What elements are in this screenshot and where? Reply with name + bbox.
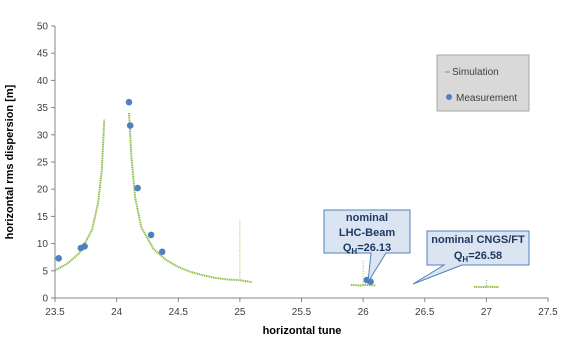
y-tick-label: 50 [37,22,49,33]
x-tick-label: 26.5 [415,307,435,318]
callout-lhc-q-value: =26.13 [357,242,391,254]
callout-cngs-ft: nominal CNGS/FT QH=26.58 [412,230,530,285]
legend-simulation-label: Simulation [452,67,499,78]
y-axis-ticks: 0 5 10 15 20 25 30 35 40 45 50 [37,22,55,305]
x-tick-label: 27 [481,307,493,318]
legend: Simulation Measurement [436,54,530,112]
y-tick-label: 15 [37,212,49,223]
x-tick-label: 23.5 [45,307,65,318]
callout-cngs-q-value: =26.58 [468,250,502,262]
callout-lhc-beam: nominal LHC-Beam QH=26.13 [323,209,411,283]
measurement-point [147,231,155,239]
y-tick-label: 0 [42,294,48,305]
simulation-line-segment [54,119,106,272]
callout-lhc-q-main: Q [343,242,352,254]
callout-lhc-line1: nominal [346,212,388,224]
measurement-point [134,184,141,192]
measurement-point [125,98,133,106]
measurement-point [158,248,166,256]
y-axis-title: horizontal rms dispersion [m] [4,84,16,239]
callout-lhc-shape [323,209,411,283]
legend-measurement-label: Measurement [456,93,517,104]
simulation-line-segment [350,283,376,287]
x-tick-label: 24 [111,307,123,318]
simulation-line-segment [128,112,253,284]
x-tick-label: 25.5 [292,307,312,318]
x-axis-title: horizontal tune [263,325,342,337]
legend-measurement-marker [446,94,452,100]
y-tick-label: 40 [37,76,49,87]
measurement-point [55,254,62,262]
y-tick-label: 10 [37,239,49,250]
y-tick-label: 30 [37,130,49,141]
measurement-point [81,243,88,250]
y-tick-label: 45 [37,49,49,60]
x-tick-label: 27.5 [538,307,558,318]
y-tick-label: 20 [37,185,49,196]
legend-box [436,54,530,112]
measurement-point [126,122,134,129]
x-axis-ticks: 23.5 24 24.5 25 25.5 26 26.5 27 27.5 [45,298,558,318]
callout-lhc-q-label: QH=26.13 [343,242,391,256]
simulation-series [54,112,499,289]
y-tick-label: 5 [42,266,48,277]
x-tick-label: 24.5 [169,307,189,318]
x-tick-label: 26 [358,307,370,318]
x-tick-label: 25 [234,307,246,318]
callout-lhc-line2: LHC-Beam [339,227,395,239]
measurement-series [55,98,374,286]
callout-cngs-q-label: QH=26.58 [454,250,502,264]
callout-lhc-q-sub: H [351,247,357,256]
callout-cngs-q-main: Q [454,250,463,262]
callout-cngs-shape [412,230,530,285]
y-tick-label: 25 [37,158,49,169]
callout-cngs-line1: nominal CNGS/FT [431,234,525,246]
callout-cngs-q-sub: H [462,255,468,264]
y-tick-label: 35 [37,103,49,114]
